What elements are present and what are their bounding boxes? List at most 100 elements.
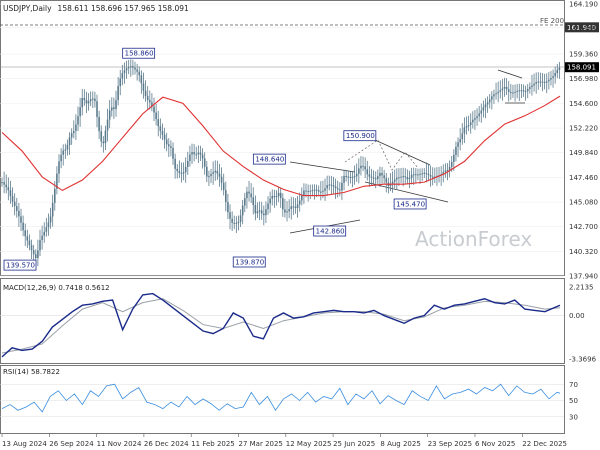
- candle-body: [252, 197, 255, 206]
- retrace-dotted-line: [344, 139, 419, 171]
- candle-body: [358, 168, 360, 174]
- candle-body: [26, 236, 29, 241]
- rsi-title: RSI(14) 58.7822: [3, 368, 60, 376]
- x-axis: 13 Aug 2024 26 Sep 2024 11 Nov 2024 26 Dec …: [1, 434, 567, 448]
- candle-body: [332, 185, 335, 187]
- candle-body: [279, 192, 282, 198]
- price-axis: 164.190 161.940 159.360 156.980 154.600 152.2…: [569, 1, 598, 281]
- candle-body: [383, 175, 385, 179]
- candle-body: [391, 181, 394, 184]
- candle-body: [70, 133, 73, 138]
- candle-body: [51, 202, 54, 217]
- candle-body: [201, 154, 204, 159]
- candle-body: [436, 175, 438, 177]
- candle-body: [206, 166, 208, 177]
- candle-body: [457, 142, 459, 147]
- candle-body: [41, 235, 43, 241]
- candle-body: [307, 191, 309, 193]
- price-tick-label: 159.360: [569, 51, 598, 59]
- watermark: ActionForex: [415, 227, 532, 251]
- wedge-lower-line: [364, 181, 449, 203]
- candle-body: [282, 197, 284, 210]
- macd-tick-label: -3.3696: [569, 356, 597, 364]
- candle-body: [235, 222, 238, 224]
- current-price-tag: [565, 62, 599, 73]
- candle-body: [210, 173, 212, 177]
- price-level-label-text: 158.860: [125, 50, 154, 58]
- candle-body: [125, 68, 128, 71]
- candle-body: [9, 190, 12, 197]
- candle-body: [379, 172, 381, 177]
- candle-body: [298, 200, 301, 205]
- candle-body: [472, 119, 474, 123]
- price-tick-label: 137.940: [569, 273, 598, 281]
- candle-body: [189, 154, 191, 161]
- candle-body: [58, 161, 60, 174]
- candle-body: [303, 190, 305, 196]
- candle-body: [5, 184, 8, 188]
- candle-body: [208, 176, 210, 178]
- candle-body: [495, 93, 497, 95]
- candle-body: [277, 192, 280, 197]
- candle-body: [83, 98, 86, 101]
- candle-body: [334, 186, 337, 189]
- wedge-upper-line: [374, 139, 431, 166]
- candle-body: [503, 86, 506, 89]
- price-level-label-text: 145.470: [396, 200, 425, 208]
- price-labels: 158.860 150.900 148.640 145.470 142.860 139.8…: [3, 22, 599, 271]
- candle-body: [463, 127, 466, 134]
- candle-body: [336, 188, 339, 190]
- candle-body: [53, 188, 56, 203]
- macd-line: [1, 292, 561, 358]
- candle-body: [526, 88, 529, 92]
- candle-body: [292, 206, 295, 208]
- candle-body: [425, 172, 428, 174]
- candle-body: [89, 99, 92, 102]
- candle-body: [212, 172, 214, 174]
- candle-body: [404, 176, 407, 178]
- candle-body: [385, 178, 388, 183]
- candle-body: [497, 91, 499, 94]
- candle-body: [265, 209, 267, 216]
- candle-body: [412, 174, 415, 176]
- candle-body: [317, 190, 320, 192]
- candle-body: [349, 176, 352, 178]
- x-tick-label: 26 Sep 2024: [49, 440, 94, 448]
- candle-body: [389, 183, 392, 186]
- candle-body: [123, 70, 126, 74]
- price-tick-label: 140.320: [569, 248, 598, 256]
- candle-body: [541, 81, 544, 83]
- candle-body: [474, 118, 476, 120]
- candle-body: [556, 69, 559, 74]
- candle-body: [377, 176, 379, 179]
- candle-body: [216, 170, 219, 174]
- candle-body: [77, 116, 79, 125]
- price-tick-label: 161.940: [569, 24, 598, 32]
- price-tick-label: 156.980: [569, 75, 598, 83]
- candle-body: [248, 191, 250, 194]
- candle-body: [24, 230, 27, 237]
- price-level-label: [122, 47, 156, 59]
- candle-body: [461, 133, 464, 140]
- candle-body: [347, 176, 350, 178]
- candle-body: [552, 76, 554, 78]
- candle-body: [167, 144, 170, 147]
- candle-body: [258, 210, 261, 212]
- candle-body: [518, 90, 521, 92]
- candle-body: [488, 99, 491, 103]
- candle-body: [421, 173, 423, 175]
- candle-body: [522, 90, 525, 92]
- price-grid: [0, 3, 564, 277]
- candle-body: [231, 218, 233, 223]
- chart-title: USDJPY,Daily 158.611 158.696 157.965 158.…: [3, 4, 189, 13]
- candle-body: [507, 89, 510, 92]
- macd-signal-line: [1, 298, 561, 354]
- price-level-label: [393, 198, 427, 210]
- candle-body: [533, 83, 535, 86]
- candle-body: [184, 166, 187, 173]
- rsi-content: 70 50 30 RSI(14) 58.7822: [0, 368, 578, 421]
- candle-body: [442, 171, 445, 175]
- candle-body: [514, 91, 516, 93]
- candle-body: [178, 171, 181, 173]
- candle-body: [450, 161, 453, 167]
